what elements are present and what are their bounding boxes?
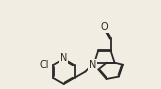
Text: O: O	[101, 22, 109, 32]
Text: N: N	[60, 53, 67, 63]
Text: N: N	[89, 60, 96, 70]
Text: Cl: Cl	[40, 60, 49, 70]
